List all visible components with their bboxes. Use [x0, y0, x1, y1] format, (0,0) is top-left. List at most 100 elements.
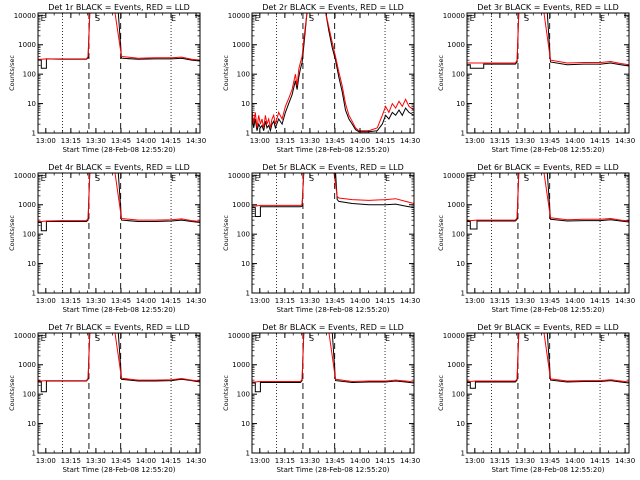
- y-tick-label: 1000: [18, 361, 36, 369]
- y-tick-label: 1: [246, 290, 250, 298]
- y-tick-label: 1000: [232, 41, 250, 49]
- x-tick-label: 13:30: [300, 137, 320, 145]
- series-group: [252, 13, 414, 133]
- x-tick-label: 13:15: [61, 297, 81, 305]
- x-tick-label: 14:15: [590, 137, 610, 145]
- y-tick-label: 10: [241, 420, 250, 428]
- y-tick-label: 1000: [18, 41, 36, 49]
- y-tick-label: 1: [32, 450, 36, 458]
- x-tick-label: 14:15: [161, 137, 181, 145]
- x-tick-label: 13:45: [111, 137, 131, 145]
- x-tick-label: 14:00: [136, 137, 156, 145]
- x-tick-label: 13:45: [540, 137, 560, 145]
- attenuator-state-marker: E: [255, 174, 260, 183]
- plot-frame: [466, 332, 630, 454]
- x-tick-label: 14:00: [565, 457, 585, 465]
- panel-title: Det 2r BLACK = Events, RED = LLD: [262, 3, 404, 12]
- x-tick-label: 13:00: [250, 457, 270, 465]
- x-tick-label: 13:45: [325, 457, 345, 465]
- x-axis-label: Start Time (28-Feb-08 12:55:20): [491, 146, 604, 154]
- attenuator-state-marker: E: [171, 174, 176, 183]
- attenuator-state-marker: S: [95, 14, 100, 23]
- x-axis-label: Start Time (28-Feb-08 12:55:20): [62, 306, 175, 314]
- series-group: [38, 333, 200, 393]
- y-tick-label: 1: [461, 290, 465, 298]
- attenuator-state-marker: E: [470, 14, 475, 23]
- x-tick-label: 14:00: [350, 457, 370, 465]
- y-tick-label: 1: [246, 450, 250, 458]
- x-tick-label: 14:30: [615, 137, 635, 145]
- x-tick-label: 13:00: [36, 137, 56, 145]
- y-tick-label: 1000: [447, 361, 465, 369]
- attenuator-state-marker: E: [600, 334, 605, 343]
- x-axis-label: Start Time (28-Feb-08 12:55:20): [491, 466, 604, 474]
- y-tick-label: 10: [456, 420, 465, 428]
- plot-frame: [466, 172, 630, 294]
- x-axis-label: Start Time (28-Feb-08 12:55:20): [276, 146, 389, 154]
- x-tick-label: 13:00: [36, 457, 56, 465]
- x-axis-label: Start Time (28-Feb-08 12:55:20): [491, 306, 604, 314]
- attenuator-state-marker: E: [470, 174, 475, 183]
- x-tick-label: 13:45: [325, 297, 345, 305]
- plot-frame: [37, 12, 201, 134]
- attenuator-state-marker: E: [255, 14, 260, 23]
- panel-title: Det 1r BLACK = Events, RED = LLD: [48, 3, 190, 12]
- series-group: [38, 173, 200, 232]
- x-axis-label: Start Time (28-Feb-08 12:55:20): [276, 466, 389, 474]
- attenuator-state-marker: S: [95, 334, 100, 343]
- events-series-line: [38, 173, 200, 232]
- panel-title: Det 6r BLACK = Events, RED = LLD: [477, 163, 619, 172]
- x-axis-label: Start Time (28-Feb-08 12:55:20): [276, 306, 389, 314]
- y-tick-label: 10000: [14, 332, 36, 340]
- panel-title: Det 7r BLACK = Events, RED = LLD: [48, 323, 190, 332]
- panel-title: Det 8r BLACK = Events, RED = LLD: [262, 323, 404, 332]
- x-tick-label: 13:00: [465, 297, 485, 305]
- x-tick-label: 13:30: [515, 297, 535, 305]
- y-tick-label: 100: [23, 71, 36, 79]
- x-tick-label: 14:30: [186, 297, 206, 305]
- x-tick-label: 13:00: [465, 457, 485, 465]
- x-tick-label: 13:15: [275, 297, 295, 305]
- lld-series-line: [467, 173, 629, 222]
- events-series-line: [467, 13, 629, 69]
- events-series-line: [467, 173, 629, 230]
- y-tick-label: 10: [27, 100, 36, 108]
- y-tick-label: 10000: [228, 172, 250, 180]
- x-tick-label: 14:00: [565, 297, 585, 305]
- series-group: [252, 173, 414, 217]
- y-tick-label: 10: [27, 260, 36, 268]
- x-tick-label: 14:15: [161, 457, 181, 465]
- x-tick-label: 13:15: [275, 457, 295, 465]
- lld-series-line: [38, 333, 200, 382]
- y-axis-label: Counts/sec: [222, 215, 230, 251]
- y-tick-label: 10000: [228, 332, 250, 340]
- x-axis-label: Start Time (28-Feb-08 12:55:20): [62, 466, 175, 474]
- attenuator-state-marker: E: [385, 14, 390, 23]
- panel-title: Det 3r BLACK = Events, RED = LLD: [477, 3, 619, 12]
- y-axis-label: Counts/sec: [8, 55, 16, 91]
- attenuator-state-marker: S: [524, 334, 529, 343]
- y-tick-label: 1000: [447, 41, 465, 49]
- x-tick-label: 13:00: [250, 137, 270, 145]
- y-tick-label: 10: [456, 260, 465, 268]
- panel-title: Det 5r BLACK = Events, RED = LLD: [262, 163, 404, 172]
- events-series-line: [252, 333, 414, 393]
- attenuator-state-marker: S: [524, 174, 529, 183]
- y-tick-label: 10000: [443, 332, 465, 340]
- x-tick-label: 14:30: [400, 137, 420, 145]
- lld-series-line: [467, 333, 629, 383]
- y-tick-label: 1000: [447, 201, 465, 209]
- x-tick-label: 14:30: [400, 297, 420, 305]
- y-axis-label: Counts/sec: [437, 55, 445, 91]
- plot-frame: [466, 12, 630, 134]
- panel-title: Det 9r BLACK = Events, RED = LLD: [477, 323, 619, 332]
- x-tick-label: 13:45: [111, 297, 131, 305]
- events-series-line: [467, 333, 629, 389]
- x-tick-label: 13:15: [490, 457, 510, 465]
- y-tick-label: 1000: [18, 201, 36, 209]
- y-axis-label: Counts/sec: [222, 375, 230, 411]
- y-axis-label: Counts/sec: [222, 55, 230, 91]
- plot-frame: [251, 172, 415, 294]
- x-tick-label: 14:00: [136, 297, 156, 305]
